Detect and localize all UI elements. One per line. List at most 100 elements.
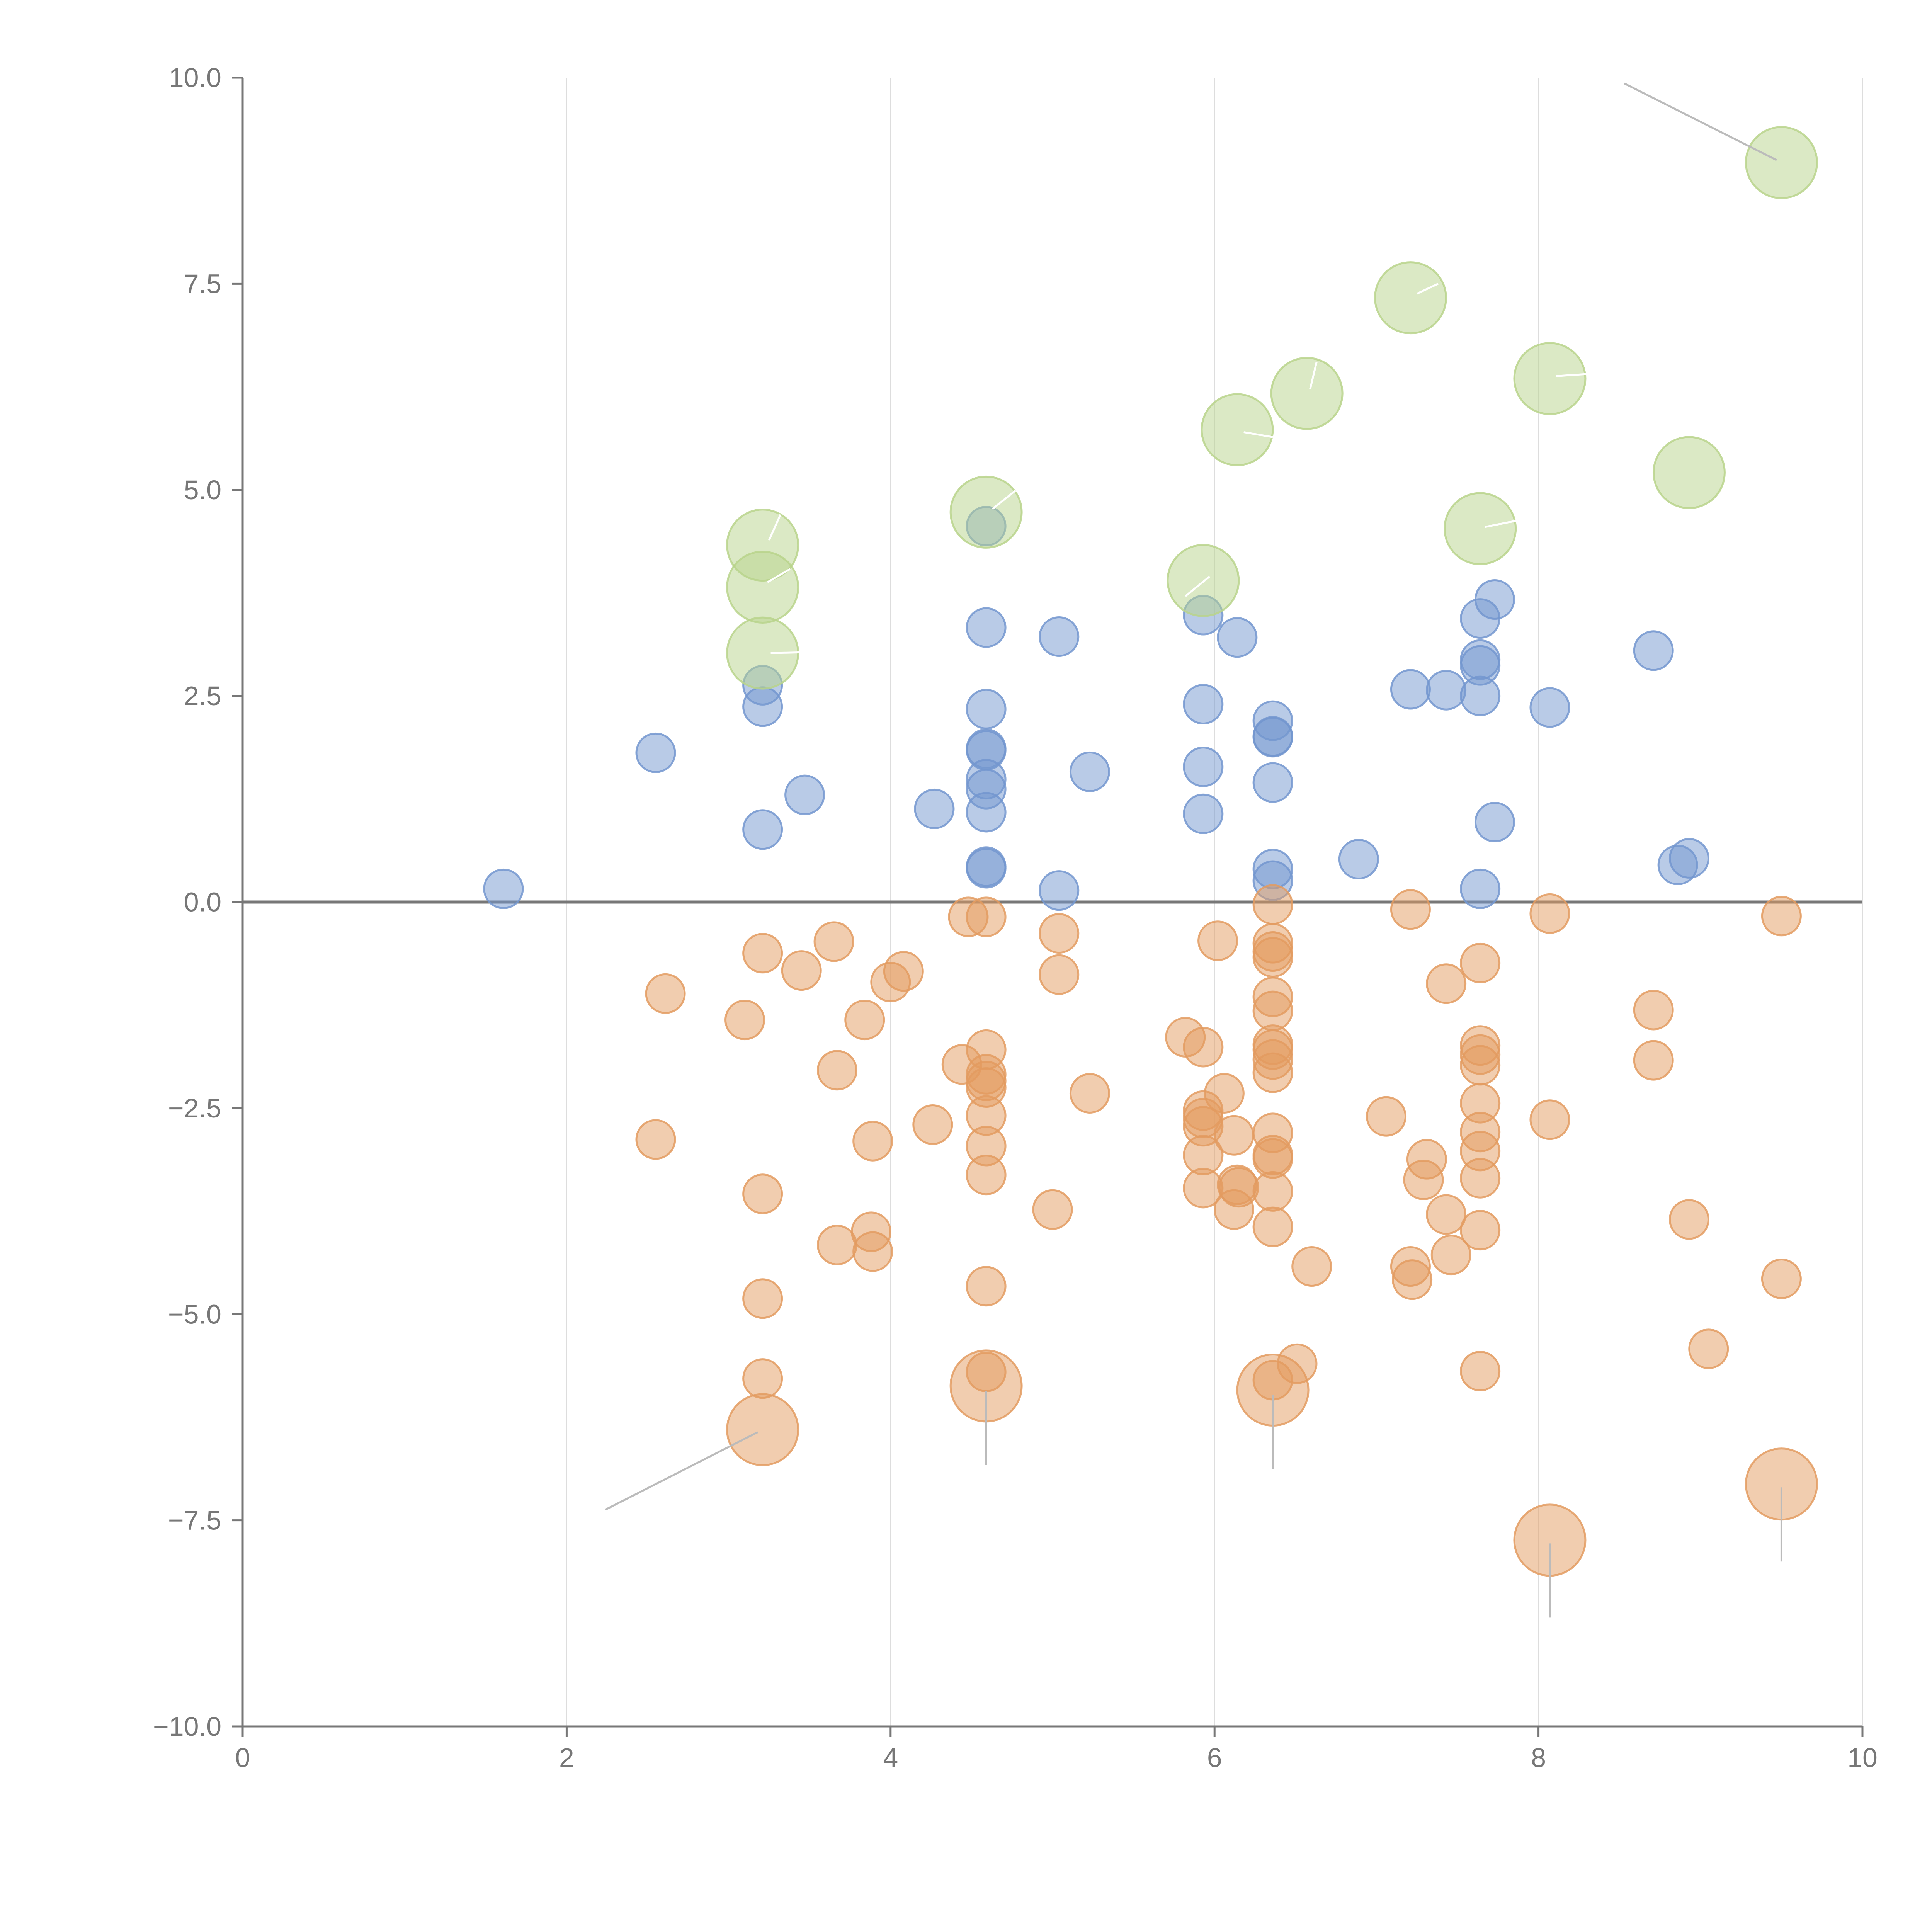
orange-point	[1291, 1246, 1332, 1287]
blue-point	[742, 686, 783, 727]
orange-point	[816, 1050, 857, 1091]
blue-point	[483, 868, 524, 909]
green-large-point	[726, 551, 799, 624]
orange-point	[1426, 963, 1467, 1004]
orange-point	[1214, 1115, 1255, 1156]
blue-point	[1426, 670, 1467, 711]
orange-point	[1460, 1210, 1501, 1251]
blue-point	[1390, 669, 1431, 710]
orange-point	[912, 1104, 953, 1145]
blue-point	[966, 792, 1007, 833]
orange-point	[1392, 1259, 1433, 1300]
orange-point	[724, 1000, 765, 1041]
orange-point	[1406, 1139, 1447, 1180]
orange-point	[1426, 1194, 1467, 1235]
orange-point	[1529, 893, 1570, 934]
x-tick-label: 0	[235, 1743, 250, 1773]
y-tick-label: 0.0	[184, 887, 221, 917]
x-tick-label: 8	[1531, 1743, 1546, 1773]
x-tick-label: 6	[1207, 1743, 1222, 1773]
blue-point	[966, 848, 1007, 889]
orange-point	[742, 1358, 783, 1399]
orange-point	[852, 1121, 893, 1162]
orange-point	[816, 1225, 857, 1265]
blue-point	[1668, 838, 1709, 879]
annotation-line	[770, 651, 806, 654]
orange-point	[1252, 884, 1293, 925]
blue-point	[1039, 616, 1080, 657]
y-tick-label: −10.0	[153, 1711, 221, 1742]
orange-point	[1460, 1045, 1501, 1086]
orange-point	[1460, 1350, 1501, 1391]
y-tick-label: 7.5	[184, 269, 221, 299]
green-large-point	[1201, 393, 1274, 466]
orange-point	[1761, 896, 1802, 937]
orange-point	[742, 1173, 783, 1214]
orange-point	[1668, 1199, 1709, 1240]
orange-point	[1204, 1073, 1245, 1114]
y-tick-label: −2.5	[168, 1093, 221, 1123]
orange-point	[1252, 1206, 1293, 1247]
orange-point	[1460, 1158, 1501, 1199]
orange-point	[1688, 1328, 1729, 1369]
orange-point	[635, 1119, 676, 1160]
annotation-line	[1417, 283, 1439, 295]
green-large-point	[1652, 436, 1726, 509]
green-large-point	[949, 475, 1023, 549]
blue-point	[1217, 617, 1258, 658]
y-tick-label: 5.0	[184, 475, 221, 505]
orange-point	[1633, 990, 1674, 1031]
y-tick-label: 2.5	[184, 681, 221, 711]
orange-point	[883, 951, 924, 992]
orange-point	[844, 1000, 885, 1041]
orange-point	[1039, 954, 1080, 995]
orange-point	[813, 921, 854, 962]
axis-layer: 0 2 4 6 8 10 10.0 7.5 5.0 2.5 0.0 −2.5 −5.0 −7.5 −10.0	[153, 63, 1878, 1773]
blue-point	[1183, 684, 1224, 724]
orange-point	[1032, 1189, 1073, 1230]
orange-point	[1252, 937, 1293, 978]
y-tick-label: 10.0	[169, 63, 221, 93]
annotation-line	[1309, 362, 1318, 390]
blue-point	[1183, 747, 1224, 787]
blue-point	[742, 809, 783, 850]
orange-point	[966, 1266, 1007, 1307]
orange-point	[1460, 942, 1501, 983]
y-tick-label: −5.0	[168, 1299, 221, 1329]
orange-point	[1633, 1040, 1674, 1081]
point-layer	[483, 126, 1818, 1577]
orange-large-point	[726, 1393, 799, 1466]
green-large-point	[1444, 492, 1517, 565]
orange-point	[1390, 889, 1431, 930]
blue-point	[1529, 687, 1570, 728]
green-large-point	[1270, 357, 1344, 430]
blue-point	[966, 607, 1007, 648]
annotation-line	[1624, 82, 1777, 161]
orange-point	[1761, 1259, 1802, 1299]
orange-point	[781, 950, 822, 991]
orange-point	[966, 1155, 1007, 1196]
annotation-line	[768, 514, 782, 541]
orange-point	[1366, 1096, 1407, 1137]
blue-point	[1474, 802, 1515, 843]
annotation-line	[767, 568, 791, 583]
blue-point	[1338, 839, 1379, 880]
orange-point	[1197, 920, 1238, 961]
blue-point	[635, 732, 676, 773]
orange-point	[1183, 1027, 1224, 1068]
x-tick-label: 2	[559, 1743, 574, 1773]
blue-point	[1474, 579, 1515, 620]
blue-point	[914, 788, 955, 829]
y-tick-label: −7.5	[168, 1505, 221, 1536]
orange-point	[742, 933, 783, 974]
orange-point	[1252, 1171, 1293, 1212]
blue-point	[1460, 868, 1501, 909]
orange-point	[1069, 1073, 1110, 1114]
blue-point	[1069, 751, 1110, 792]
blue-point	[1252, 717, 1293, 758]
blue-point	[966, 689, 1007, 730]
blue-point	[784, 774, 825, 815]
x-tick-label: 4	[883, 1743, 898, 1773]
blue-point	[1252, 762, 1293, 803]
